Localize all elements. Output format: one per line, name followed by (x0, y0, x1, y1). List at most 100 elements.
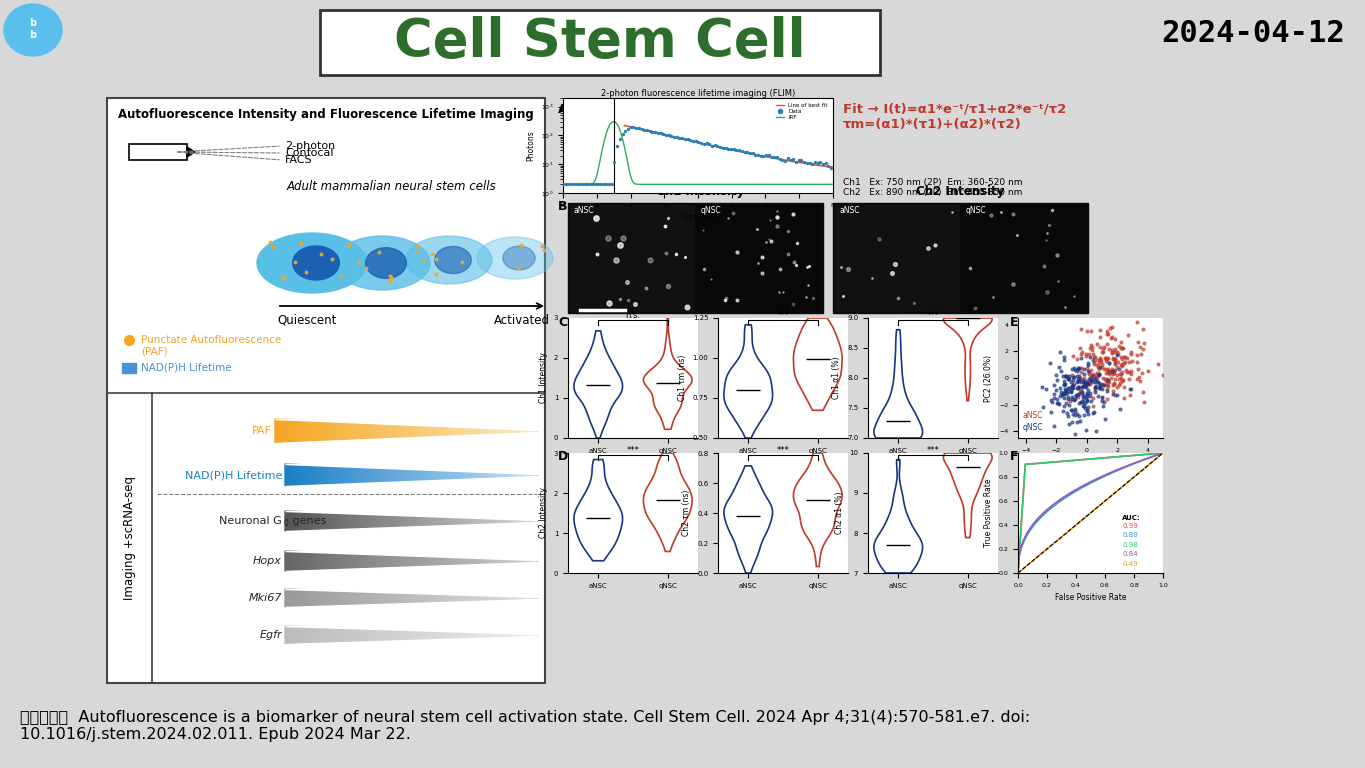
Point (1046, 374, 1067, 386)
Point (1052, 369, 1074, 382)
Point (1104, 333, 1126, 345)
Point (1115, 364, 1137, 376)
0.80 (1037, 509, 1054, 518)
Point (1073, 372, 1095, 384)
Point (1084, 358, 1106, 370)
Point (1052, 350, 1074, 362)
Point (1122, 355, 1144, 367)
Point (1080, 374, 1102, 386)
Point (1084, 384, 1106, 396)
X-axis label: False Positive Rate: False Positive Rate (1055, 593, 1126, 602)
Point (1095, 353, 1117, 365)
Data (809, 156, 831, 168)
Point (1073, 380, 1095, 392)
Point (1093, 352, 1115, 364)
Point (1082, 406, 1104, 419)
Point (1076, 404, 1097, 416)
Point (1092, 346, 1114, 359)
Point (1126, 316, 1148, 328)
Point (1055, 397, 1077, 409)
Point (1093, 396, 1115, 408)
Point (1059, 395, 1081, 407)
Point (1047, 393, 1069, 406)
Data (793, 156, 815, 168)
Point (1082, 370, 1104, 382)
Line: 0.99: 0.99 (1018, 453, 1163, 573)
Point (1106, 346, 1127, 358)
Bar (833, 203, 1088, 313)
Point (1054, 388, 1076, 400)
Point (1104, 364, 1126, 376)
Data (554, 178, 576, 190)
Point (1058, 373, 1080, 386)
Point (1080, 351, 1102, 363)
0.49 (1048, 536, 1065, 545)
Point (1076, 376, 1097, 388)
Data (755, 148, 777, 161)
Point (1058, 392, 1080, 404)
Ellipse shape (292, 246, 340, 280)
Data (560, 178, 581, 190)
Point (1088, 368, 1110, 380)
Text: qNSC: qNSC (1022, 423, 1043, 432)
Data (680, 134, 702, 147)
Data (685, 135, 707, 147)
Text: C: C (558, 316, 566, 329)
Point (1099, 357, 1121, 369)
Point (1108, 362, 1130, 375)
Point (1087, 353, 1108, 366)
0.98 (1010, 568, 1026, 578)
Data (562, 178, 584, 190)
Point (1095, 355, 1117, 367)
Data (774, 154, 796, 167)
Point (1081, 325, 1103, 337)
Point (1100, 372, 1122, 384)
Point (1074, 380, 1096, 392)
Data (674, 133, 696, 145)
Text: 参考文献：  Autofluorescence is a biomarker of neural stem cell activation state. Cel: 参考文献： Autofluorescence is a biomarker of… (20, 710, 1031, 742)
0.80 (1016, 537, 1032, 546)
Point (1119, 346, 1141, 359)
Point (1054, 386, 1076, 399)
Data (571, 178, 592, 190)
Point (1065, 405, 1087, 417)
Point (1091, 358, 1112, 370)
Point (1067, 382, 1089, 394)
Point (1057, 382, 1078, 394)
Data (718, 143, 740, 155)
Point (1046, 383, 1067, 396)
Point (1092, 399, 1114, 412)
0.99 (1016, 482, 1032, 491)
Text: FACS: FACS (285, 155, 313, 165)
Text: Fit → I(t)=α1*e⁻ᵗ/τ1+α2*e⁻ᵗ/τ2
τm=(α1)*(τ1)+(α2)*(τ2): Fit → I(t)=α1*e⁻ᵗ/τ1+α2*e⁻ᵗ/τ2 τm=(α1)*(… (844, 103, 1066, 131)
Point (1067, 410, 1089, 422)
Data (672, 132, 693, 144)
Point (1072, 387, 1093, 399)
Point (1073, 389, 1095, 402)
Polygon shape (285, 464, 536, 486)
Point (1114, 351, 1136, 363)
Data (592, 178, 614, 190)
Text: Ch1 Intensity: Ch1 Intensity (655, 185, 744, 198)
Point (1069, 372, 1091, 385)
Data (818, 160, 839, 172)
Point (1137, 366, 1159, 378)
Point (1070, 376, 1092, 388)
Point (1092, 372, 1114, 384)
Data (639, 124, 661, 137)
Point (1092, 378, 1114, 390)
Polygon shape (285, 511, 536, 531)
Point (1097, 363, 1119, 376)
Point (1133, 343, 1155, 356)
Point (1077, 357, 1099, 369)
0.98 (1018, 460, 1035, 469)
Point (1088, 363, 1110, 376)
0.98 (1016, 482, 1032, 491)
Data (633, 124, 655, 136)
Point (1126, 373, 1148, 386)
Point (1080, 339, 1102, 352)
Data (644, 126, 666, 138)
Point (1067, 362, 1089, 375)
Point (1092, 343, 1114, 356)
Point (1076, 325, 1097, 337)
